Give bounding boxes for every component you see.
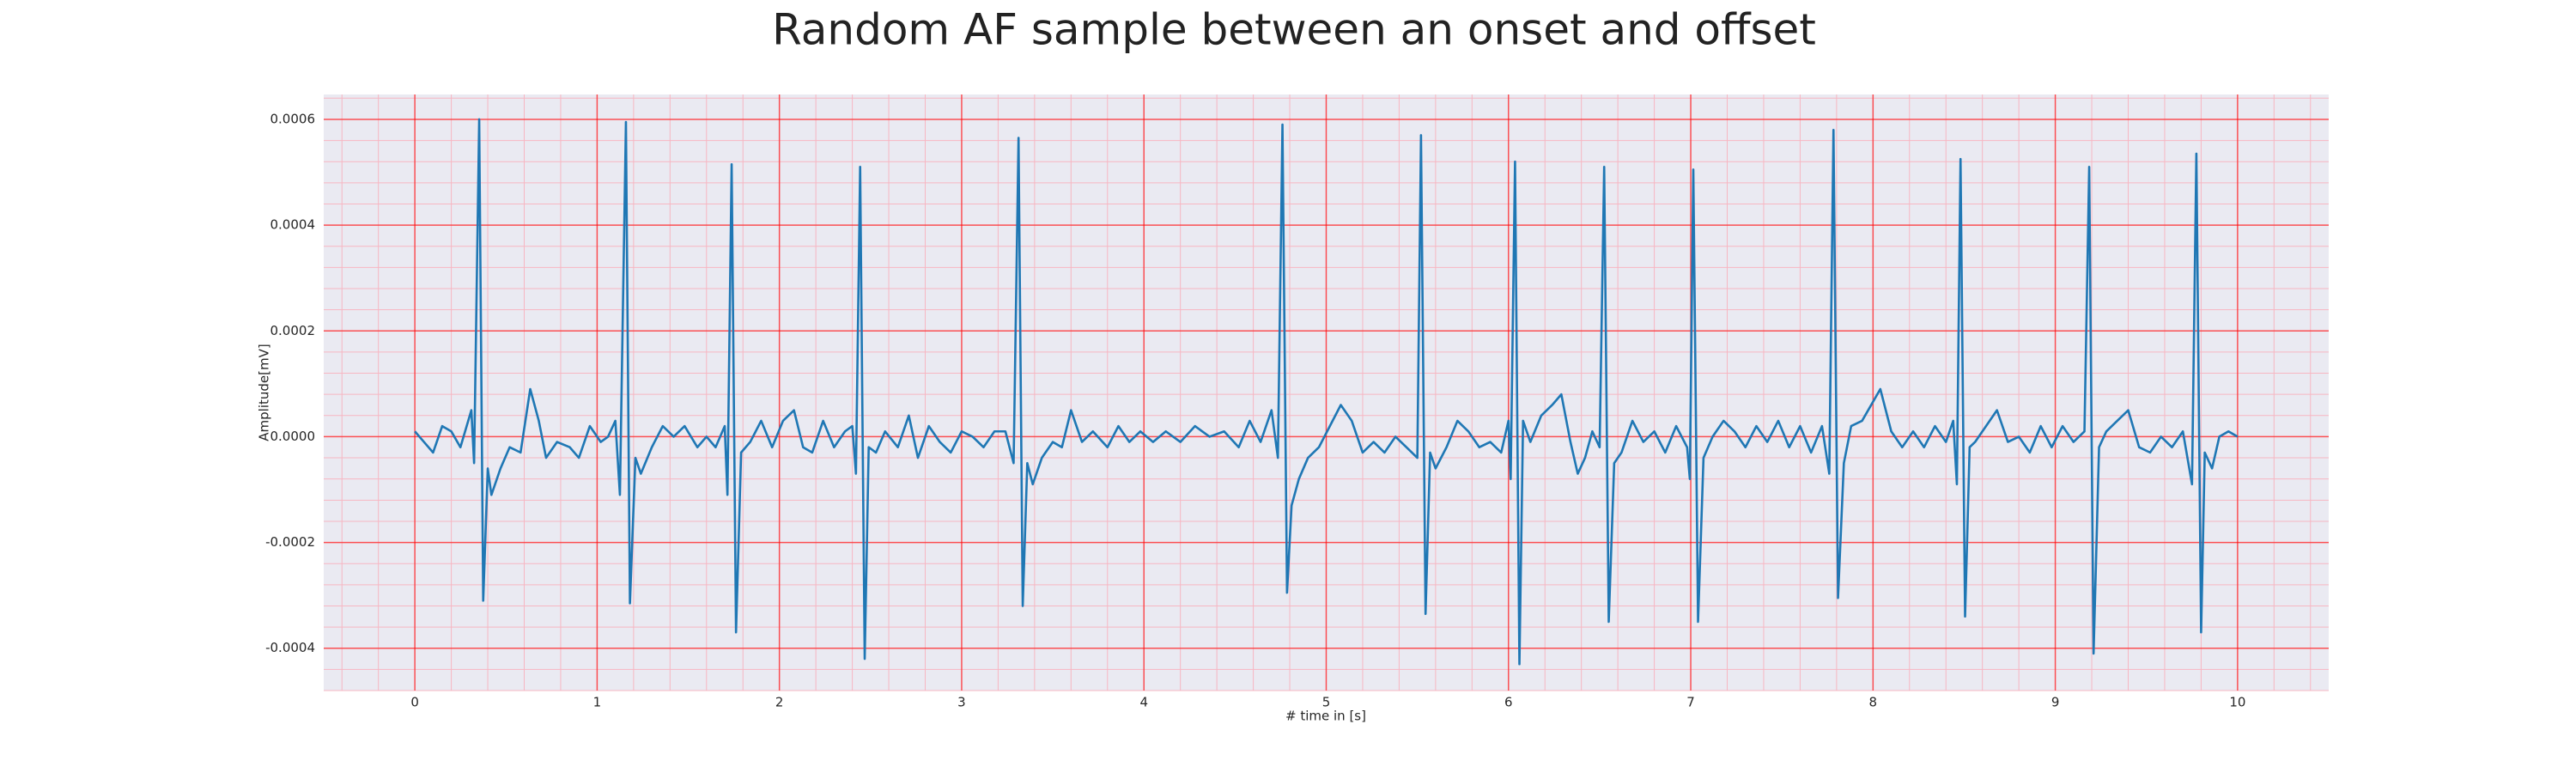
x-tick-label: 10 [2229, 695, 2245, 710]
lines [414, 118, 2239, 666]
x-tick-label: 3 [957, 695, 966, 710]
y-tick-label: 0.0000 [270, 429, 316, 444]
signal-line [414, 118, 2239, 666]
x-tick-label: 9 [2051, 695, 2060, 710]
y-tick-label: 0.0006 [270, 111, 316, 126]
x-axis-label: # time in [s] [1285, 709, 1366, 724]
x-tick-label: 4 [1139, 695, 1148, 710]
x-tick-label: 8 [1869, 695, 1878, 710]
x-tick-label: 7 [1686, 695, 1695, 710]
chart-title: Random AF sample between an onset and of… [772, 5, 1816, 55]
x-tick-label: 2 [775, 695, 784, 710]
y-tick-label: -0.0002 [265, 534, 315, 550]
y-tick-label: 0.0002 [270, 323, 316, 338]
y-tick-label: 0.0004 [270, 217, 316, 233]
x-tick-label: 0 [410, 695, 419, 710]
y-axis-label: Amplitude[mV] [257, 344, 272, 441]
x-tick-label: 1 [593, 695, 602, 710]
x-tick-label: 6 [1504, 695, 1513, 710]
tick-labels: 0 1 2 3 4 5 6 7 8 9 10 -0.0004 -0.0002 0.0000 0.0002 0.… [265, 111, 2245, 709]
x-tick-label: 5 [1322, 695, 1331, 710]
y-tick-label: -0.0004 [265, 640, 315, 655]
